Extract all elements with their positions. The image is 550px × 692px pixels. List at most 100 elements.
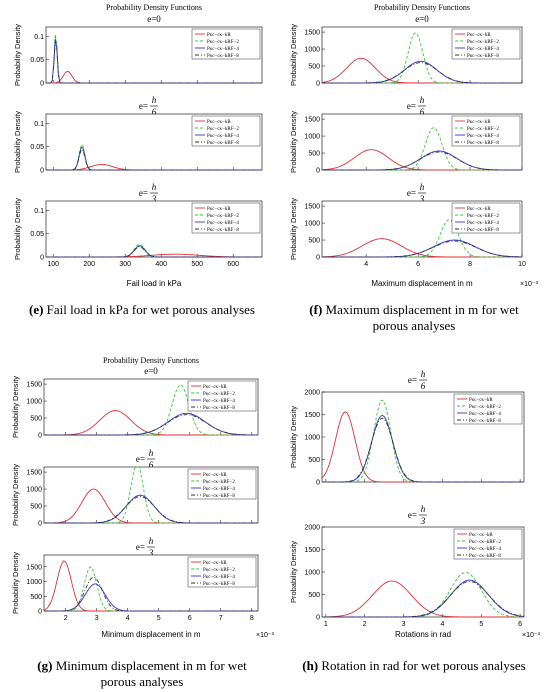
legend-entry: Pκc−cκ−kR <box>207 120 231 125</box>
y-tick-label: 2000 <box>304 525 320 532</box>
subplot-e-label-prefix: e= <box>139 188 148 198</box>
legend-entry: Pκc−cκ−kR <box>203 561 227 566</box>
chart-title: Probability Density Functions <box>103 356 199 365</box>
legend-entry: Pκc−cκ−kRF−4 <box>469 547 501 552</box>
legend-entry: Pκc−cκ−kRF−2 <box>467 40 499 45</box>
subplot-e-label-text: e=0 <box>415 14 429 24</box>
x-tick-label: 6 <box>518 621 522 628</box>
subplot-e-label-prefix: e= <box>139 101 148 111</box>
subplot-e-label-num: h <box>421 369 426 379</box>
x-axis-exponent: ×10⁻³ <box>256 632 275 639</box>
y-tick-label: 1000 <box>304 221 320 228</box>
y-tick-label: 1000 <box>304 47 320 54</box>
legend-entry: Pκc−cκ−kR <box>469 398 493 403</box>
y-tick-label: 0 <box>316 81 320 88</box>
y-axis-label: Probability Density <box>289 406 298 468</box>
y-tick-label: 500 <box>30 594 42 601</box>
legend-entry: Pκc−cκ−kR <box>203 473 227 478</box>
subplot-e-label-prefix: e= <box>136 542 145 552</box>
legend: Pκc−cκ−kR Pκc−cκ−kRF−2 Pκc−cκ−kRF−4 Pκc−cκ−… <box>191 202 261 234</box>
caption-g: (g) Minimum displacement in m for wet po… <box>22 658 262 690</box>
y-axis-label: Probability Density <box>11 552 20 614</box>
y-tick-label: 500 <box>30 416 42 423</box>
subplot-e-label: e= h 6 <box>408 369 427 391</box>
x-tick-label: 2 <box>363 621 367 628</box>
y-tick-label: 2000 <box>304 390 320 397</box>
legend-entry: Pκc−cκ−kRF−8 <box>207 141 239 146</box>
legend-entry: Pκc−cκ−kRF−4 <box>469 412 501 417</box>
subplot-e-label: e= h 3 <box>136 536 155 558</box>
y-tick-label: 0.05 <box>30 57 44 64</box>
subplot-e-label-prefix: e= <box>408 375 417 385</box>
caption-e-text: Fail load in kPa for wet porous analyses <box>46 302 255 317</box>
legend-entry: Pκc−cκ−kRF−2 <box>467 127 499 132</box>
y-tick-label: 0 <box>316 255 320 262</box>
legend-entry: Pκc−cκ−kR <box>467 33 491 38</box>
chart-title: Probability Density Functions <box>106 3 202 12</box>
subplot-e-label: e= h 3 <box>139 182 158 204</box>
x-tick-label: 8 <box>250 615 254 622</box>
legend: Pκc−cκ−kR Pκc−cκ−kRF−2 Pκc−cκ−kRF−4 Pκc−cκ−… <box>191 115 261 147</box>
legend-entry: Pκc−cκ−kRF−4 <box>203 399 235 404</box>
subplot-2: e= h 3 0 500 1000 1500 2 3 4 5 6 7 8 Probability Densi… <box>11 536 259 622</box>
series-line <box>44 410 258 436</box>
caption-h-text: Rotation in rad for wet porous analyses <box>321 658 526 673</box>
subplot-e-label-den: 3 <box>148 548 154 558</box>
subplot-e-label-den: 6 <box>152 107 157 117</box>
y-axis-label: Probability Density <box>11 376 20 438</box>
caption-h-letter: (h) <box>302 658 319 673</box>
series-line <box>321 580 524 618</box>
legend-entry: Pκc−cκ−kRF−2 <box>467 214 499 219</box>
y-axis-label: Probability Density <box>13 198 22 260</box>
y-tick-label: 1000 <box>26 579 42 586</box>
series-line <box>321 238 522 258</box>
x-axis-label: Fail load in kPa <box>127 279 182 288</box>
x-tick-label: 8 <box>468 261 472 268</box>
y-axis-label: Probability Density <box>13 111 22 173</box>
legend-entry: Pκc−cκ−kR <box>207 33 231 38</box>
legend: Pκc−cκ−kR Pκc−cκ−kRF−2 Pκc−cκ−kRF−4 Pκc−cκ−… <box>451 202 521 234</box>
caption-f-letter: (f) <box>309 302 323 317</box>
y-tick-label: 0 <box>316 615 320 622</box>
y-tick-label: 0.05 <box>30 144 44 151</box>
subplot-2: e= h 3 0 0.05 0.1 100 200 300 400 500 600 Probabilit… <box>13 182 263 268</box>
y-tick-label: 0 <box>38 609 42 616</box>
x-tick-label: 10 <box>518 261 526 268</box>
series-line <box>44 576 258 612</box>
series-line <box>46 148 262 171</box>
subplot-e-label-den: 3 <box>151 194 157 204</box>
legend-entry: Pκc−cκ−kRF−8 <box>467 228 499 233</box>
x-axis-exponent: ×10⁻³ <box>522 632 541 639</box>
subplot-0: e=0 0 500 1000 1500 Probability Density Pκc−cκ… <box>289 14 523 88</box>
legend: Pκc−cκ−kR Pκc−cκ−kRF−2 Pκc−cκ−kRF−4 Pκc−cκ−… <box>453 393 523 425</box>
series-line <box>44 414 259 436</box>
legend-entry: Pκc−cκ−kRF−2 <box>203 392 235 397</box>
x-tick-label: 500 <box>191 261 203 268</box>
y-tick-label: 1500 <box>304 412 320 419</box>
caption-h: (h) Rotation in rad for wet porous analy… <box>294 658 534 674</box>
legend-entry: Pκc−cκ−kR <box>469 533 493 538</box>
x-tick-label: 6 <box>188 615 192 622</box>
x-axis-exponent: ×10⁻³ <box>520 281 539 288</box>
subplot-e-label: e=0 <box>415 14 429 24</box>
y-tick-label: 500 <box>30 504 42 511</box>
legend-entry: Pκc−cκ−kRF−8 <box>469 419 501 424</box>
legend: Pκc−cκ−kR Pκc−cκ−kRF−2 Pκc−cκ−kRF−4 Pκc−cκ−… <box>453 528 523 560</box>
y-tick-label: 0 <box>316 480 320 487</box>
subplot-e-label-prefix: e= <box>136 454 145 464</box>
subplot-e-label: e=0 <box>147 14 161 24</box>
series-line <box>322 240 523 258</box>
legend-entry: Pκc−cκ−kR <box>207 207 231 212</box>
subplot-e-label-prefix: e= <box>407 188 416 198</box>
legend-entry: Pκc−cκ−kRF−8 <box>469 554 501 559</box>
subplot-e-label-text: e=0 <box>144 366 158 376</box>
y-axis-label: Probability Density <box>11 464 20 526</box>
y-tick-label: 0.1 <box>34 208 44 215</box>
legend-entry: Pκc−cκ−kRF−8 <box>203 406 235 411</box>
legend-entry: Pκc−cκ−kRF−4 <box>467 47 499 52</box>
legend-entry: Pκc−cκ−kR <box>203 385 227 390</box>
legend-entry: Pκc−cκ−kRF−8 <box>467 141 499 146</box>
